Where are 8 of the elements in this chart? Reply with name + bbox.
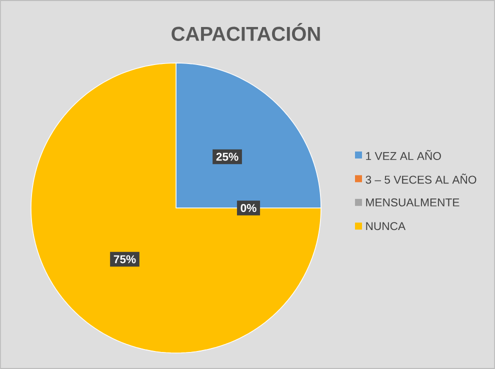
data-label: 75% xyxy=(114,255,136,264)
legend-label: MENSUALMENTE xyxy=(366,198,460,206)
text: 0% xyxy=(240,204,256,212)
legend-label: 1 VEZ AL AÑO xyxy=(366,150,441,160)
data-label: 25% xyxy=(216,152,238,161)
legend-label: 3 – 5 VECES AL AÑO xyxy=(366,174,476,184)
chart-title: CAPACITACIÓN xyxy=(172,23,320,41)
legend-label: NUNCA xyxy=(366,222,406,230)
